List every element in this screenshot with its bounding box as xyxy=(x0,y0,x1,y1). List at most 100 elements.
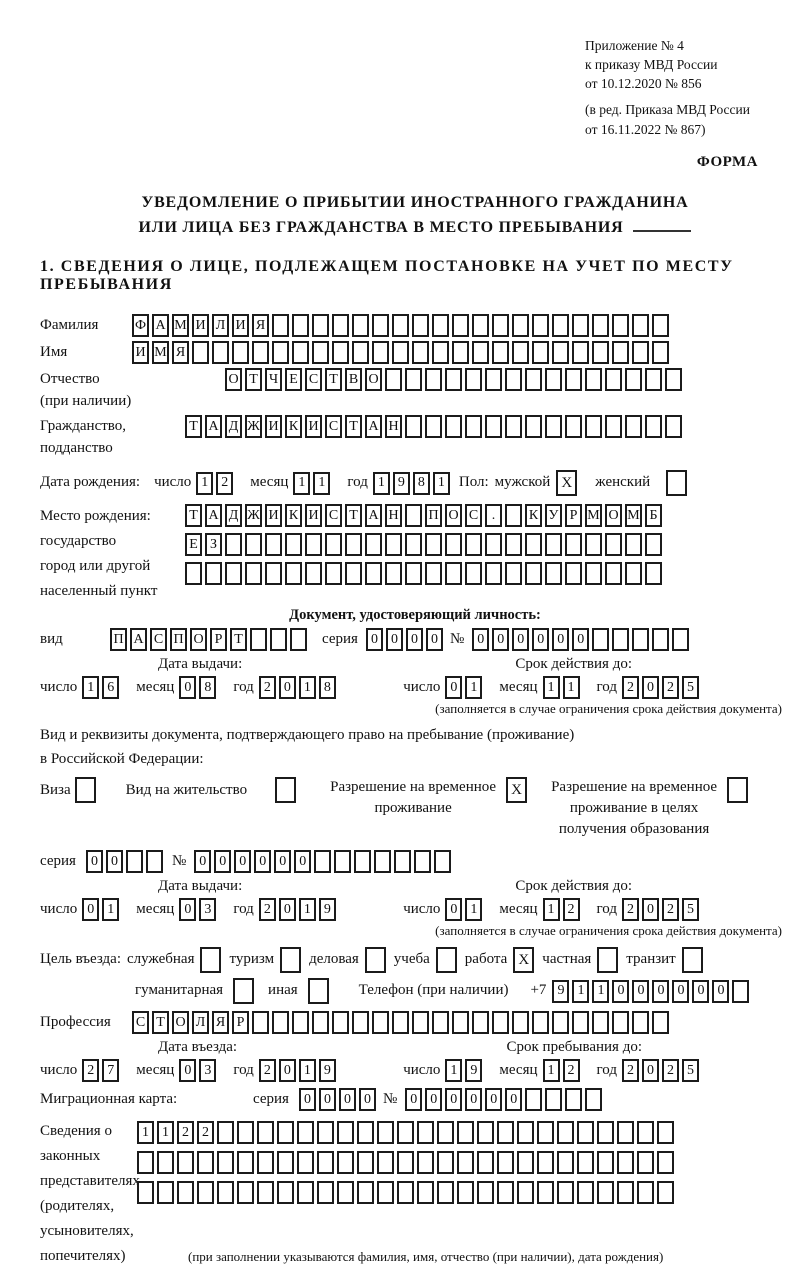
char-cell[interactable] xyxy=(557,1181,574,1205)
char-cell[interactable]: 0 xyxy=(254,850,272,874)
char-cell[interactable] xyxy=(605,415,622,439)
char-cell[interactable]: 1 xyxy=(157,1121,174,1145)
char-cell[interactable] xyxy=(505,562,522,586)
char-cell[interactable]: 0 xyxy=(445,898,463,922)
char-cell[interactable] xyxy=(457,1181,474,1205)
char-cell[interactable]: 0 xyxy=(642,1059,659,1083)
char-cell[interactable]: 0 xyxy=(472,628,490,652)
char-cell[interactable] xyxy=(377,1181,394,1205)
char-cell[interactable]: 0 xyxy=(445,1088,463,1112)
char-cell[interactable]: 0 xyxy=(405,628,423,652)
char-cell[interactable]: П xyxy=(425,504,442,528)
other-checkbox[interactable] xyxy=(307,978,329,1005)
char-cell[interactable]: 0 xyxy=(672,979,690,1003)
char-cell[interactable] xyxy=(625,368,642,392)
char-cell[interactable]: 1 xyxy=(542,676,560,700)
char-cell[interactable]: 1 xyxy=(102,898,120,922)
char-cell[interactable]: 2 xyxy=(258,898,276,922)
char-cell[interactable] xyxy=(270,628,287,652)
char-cell[interactable] xyxy=(525,1088,543,1112)
char-cell[interactable] xyxy=(657,1181,674,1205)
char-cell[interactable] xyxy=(312,341,329,365)
char-cell[interactable] xyxy=(517,1121,534,1145)
char-cell[interactable] xyxy=(285,533,302,557)
char-cell[interactable]: О xyxy=(605,504,622,528)
char-cell[interactable]: 0 xyxy=(278,1059,296,1083)
char-cell[interactable] xyxy=(672,628,690,652)
char-cell[interactable] xyxy=(577,1181,594,1205)
char-cell[interactable]: И xyxy=(305,415,322,439)
char-cell[interactable] xyxy=(457,1121,474,1145)
char-cell[interactable] xyxy=(425,562,442,586)
humanitarian-checkbox[interactable] xyxy=(233,978,255,1005)
char-cell[interactable] xyxy=(365,562,382,586)
char-cell[interactable] xyxy=(394,850,412,874)
char-cell[interactable] xyxy=(277,1181,294,1205)
char-cell[interactable] xyxy=(605,368,622,392)
char-cell[interactable] xyxy=(372,314,389,338)
char-cell[interactable]: 1 xyxy=(137,1121,154,1145)
char-cell[interactable]: 8 xyxy=(199,676,217,700)
char-cell[interactable] xyxy=(372,341,389,365)
char-cell[interactable]: Р xyxy=(210,628,227,652)
char-cell[interactable]: Б xyxy=(645,504,662,528)
char-cell[interactable]: О xyxy=(190,628,207,652)
char-cell[interactable] xyxy=(305,562,322,586)
char-cell[interactable]: И xyxy=(192,314,209,338)
char-cell[interactable]: 2 xyxy=(562,898,580,922)
char-cell[interactable] xyxy=(632,341,649,365)
char-cell[interactable]: С xyxy=(325,415,342,439)
char-cell[interactable]: Я xyxy=(212,1011,229,1035)
char-cell[interactable]: 0 xyxy=(572,628,590,652)
char-cell[interactable] xyxy=(417,1121,434,1145)
char-cell[interactable] xyxy=(357,1121,374,1145)
char-cell[interactable]: 1 xyxy=(465,676,483,700)
char-cell[interactable]: 0 xyxy=(179,1059,197,1083)
char-cell[interactable] xyxy=(465,368,482,392)
char-cell[interactable] xyxy=(217,1181,234,1205)
char-cell[interactable]: 6 xyxy=(102,676,120,700)
char-cell[interactable] xyxy=(557,1121,574,1145)
char-cell[interactable]: П xyxy=(110,628,127,652)
char-cell[interactable] xyxy=(185,562,202,586)
char-cell[interactable] xyxy=(525,415,542,439)
char-cell[interactable] xyxy=(657,1121,674,1145)
char-cell[interactable] xyxy=(612,314,629,338)
char-cell[interactable]: 5 xyxy=(682,898,699,922)
char-cell[interactable] xyxy=(312,314,329,338)
char-cell[interactable]: 2 xyxy=(622,676,639,700)
char-cell[interactable]: 0 xyxy=(405,1088,423,1112)
char-cell[interactable]: 3 xyxy=(199,898,217,922)
char-cell[interactable]: 2 xyxy=(177,1121,194,1145)
char-cell[interactable]: 1 xyxy=(298,676,316,700)
char-cell[interactable]: А xyxy=(152,314,169,338)
char-cell[interactable]: Н xyxy=(385,504,402,528)
char-cell[interactable] xyxy=(445,368,462,392)
char-cell[interactable]: Р xyxy=(232,1011,249,1035)
char-cell[interactable]: 0 xyxy=(512,628,530,652)
char-cell[interactable]: Т xyxy=(230,628,247,652)
char-cell[interactable]: 0 xyxy=(214,850,232,874)
char-cell[interactable]: Т xyxy=(152,1011,169,1035)
char-cell[interactable] xyxy=(205,562,222,586)
char-cell[interactable]: 0 xyxy=(234,850,252,874)
char-cell[interactable] xyxy=(537,1121,554,1145)
char-cell[interactable]: 2 xyxy=(662,676,679,700)
char-cell[interactable]: 9 xyxy=(392,471,410,495)
char-cell[interactable]: 1 xyxy=(82,676,100,700)
char-cell[interactable] xyxy=(225,533,242,557)
char-cell[interactable] xyxy=(632,628,650,652)
char-cell[interactable] xyxy=(565,368,582,392)
char-cell[interactable]: 0 xyxy=(365,628,383,652)
char-cell[interactable] xyxy=(532,314,549,338)
char-cell[interactable]: 0 xyxy=(274,850,292,874)
char-cell[interactable] xyxy=(605,562,622,586)
char-cell[interactable] xyxy=(572,314,589,338)
char-cell[interactable]: 0 xyxy=(338,1088,356,1112)
char-cell[interactable] xyxy=(552,341,569,365)
char-cell[interactable] xyxy=(332,1011,349,1035)
char-cell[interactable] xyxy=(585,415,602,439)
char-cell[interactable] xyxy=(605,533,622,557)
char-cell[interactable] xyxy=(192,341,209,365)
char-cell[interactable] xyxy=(585,533,602,557)
